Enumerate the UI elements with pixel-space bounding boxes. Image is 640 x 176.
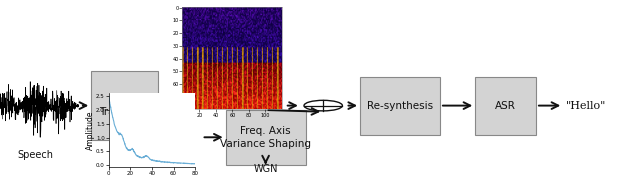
Text: Freq. Axis
Variance Shaping: Freq. Axis Variance Shaping — [220, 126, 311, 149]
FancyBboxPatch shape — [92, 71, 159, 140]
FancyBboxPatch shape — [226, 110, 306, 165]
Text: ASR: ASR — [495, 101, 516, 111]
Text: Re-synthesis: Re-synthesis — [367, 101, 433, 111]
FancyBboxPatch shape — [476, 77, 536, 135]
Text: WGN: WGN — [253, 164, 278, 174]
FancyBboxPatch shape — [360, 77, 440, 135]
Text: Speech: Speech — [17, 150, 53, 160]
Text: Mel
Transform: Mel Transform — [99, 94, 151, 117]
Text: "Hello": "Hello" — [565, 101, 606, 111]
Y-axis label: Amplitude: Amplitude — [86, 111, 95, 150]
